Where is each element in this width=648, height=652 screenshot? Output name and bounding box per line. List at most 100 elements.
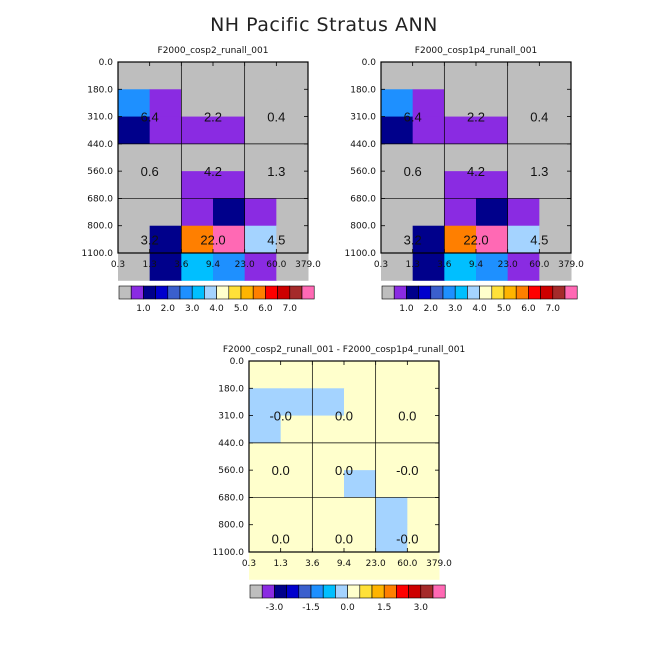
heatmap-cell bbox=[344, 442, 377, 471]
heatmap-cell bbox=[249, 415, 282, 444]
colorbar: 1.0 2.0 3.0 4.0 5.0 6.0 7.0 bbox=[381, 285, 578, 314]
colorbar-swatch bbox=[408, 584, 422, 599]
y-tick-label: 560.0 bbox=[218, 466, 244, 476]
colorbar-label: 1.5 bbox=[377, 603, 391, 613]
heatmap-cell bbox=[244, 253, 277, 281]
y-tick-label: 560.0 bbox=[350, 167, 376, 177]
x-tick-label: 0.3 bbox=[242, 559, 256, 569]
heatmap-cell bbox=[149, 143, 182, 172]
x-tick-label: 379.0 bbox=[558, 260, 584, 270]
heatmap-cell bbox=[213, 225, 246, 254]
y-tick-label: 680.0 bbox=[350, 194, 376, 204]
heatmap-cell bbox=[244, 225, 277, 254]
colorbar-swatch bbox=[371, 584, 385, 599]
heatmap-cell bbox=[381, 253, 414, 281]
x-tick-label: 379.0 bbox=[426, 559, 452, 569]
colorbar-label: 4.0 bbox=[472, 304, 487, 314]
heatmap-cell bbox=[118, 116, 151, 145]
panel-title: F2000_cosp1p4_runall_001 bbox=[415, 46, 537, 56]
block-value-label: 0.6 bbox=[141, 164, 159, 179]
heatmap-cell bbox=[312, 442, 345, 471]
colorbar-swatch bbox=[479, 285, 493, 300]
heatmap-cell bbox=[149, 62, 182, 90]
x-tick-label: 3.6 bbox=[305, 559, 320, 569]
block-value-label: 6.4 bbox=[141, 110, 159, 125]
heatmap-cell bbox=[507, 225, 540, 254]
heatmap-cell bbox=[181, 143, 214, 172]
heatmap-cell bbox=[381, 198, 414, 227]
heatmap-cell bbox=[118, 143, 151, 172]
block-value-label: 2.2 bbox=[204, 110, 222, 125]
heatmap-cell bbox=[375, 361, 408, 389]
y-tick-label: 0.0 bbox=[230, 357, 245, 367]
block-value-label: -0.0 bbox=[269, 409, 291, 424]
heatmap-cell bbox=[407, 442, 440, 471]
block-value-label: 3.2 bbox=[141, 232, 159, 247]
block-value-label: 0.0 bbox=[272, 531, 290, 546]
heatmap-cell bbox=[280, 388, 313, 417]
heatmap-cell bbox=[280, 442, 313, 471]
heatmap-cell bbox=[444, 198, 477, 227]
block-value-label: 2.2 bbox=[467, 110, 485, 125]
colorbar-swatch bbox=[252, 285, 266, 300]
y-tick-label: 1100.0 bbox=[345, 249, 377, 259]
heatmap-cell bbox=[507, 116, 540, 145]
x-tick-label: 379.0 bbox=[295, 260, 321, 270]
heatmap-cell bbox=[539, 116, 572, 145]
heatmap-cell bbox=[539, 171, 572, 199]
heatmap-cell bbox=[412, 253, 445, 281]
heatmap-cell bbox=[476, 143, 509, 172]
colorbar-swatch bbox=[179, 285, 193, 300]
heatmap-cell bbox=[149, 89, 182, 118]
colorbar-swatch bbox=[240, 285, 254, 300]
colorbar-label: 4.0 bbox=[209, 304, 224, 314]
y-tick-label: 0.0 bbox=[362, 58, 377, 68]
heatmap-cell bbox=[118, 198, 151, 227]
y-tick-label: 440.0 bbox=[87, 140, 113, 150]
heatmap-cell bbox=[344, 388, 377, 417]
colorbar-swatch bbox=[454, 285, 468, 300]
x-tick-label: 3.6 bbox=[174, 260, 189, 270]
heatmap-cell bbox=[412, 116, 445, 145]
heatmap-cell bbox=[276, 225, 309, 254]
colorbar-swatch bbox=[347, 584, 361, 599]
heatmap-cell bbox=[213, 171, 246, 199]
heatmap-cell bbox=[412, 89, 445, 118]
heatmap-cell bbox=[280, 552, 313, 580]
heatmap-cell bbox=[407, 415, 440, 444]
y-tick-label: 180.0 bbox=[350, 85, 376, 95]
y-tick-label: 560.0 bbox=[87, 167, 113, 177]
colorbar-swatch bbox=[430, 285, 444, 300]
heatmap-cell bbox=[476, 116, 509, 145]
heatmap-cell bbox=[213, 62, 246, 90]
colorbar-label: 1.0 bbox=[136, 304, 151, 314]
block-value-label: 1.3 bbox=[267, 164, 285, 179]
heatmap-cell bbox=[181, 89, 214, 118]
heatmap-cell bbox=[407, 388, 440, 417]
block-value-label: 6.4 bbox=[404, 110, 422, 125]
colorbar-label: 3.0 bbox=[448, 304, 463, 314]
heatmap-cell bbox=[539, 225, 572, 254]
heatmap-cell bbox=[476, 253, 509, 281]
heatmap-cell bbox=[444, 253, 477, 281]
heatmap-cell bbox=[381, 171, 414, 199]
y-tick-label: 180.0 bbox=[87, 85, 113, 95]
heatmap-cell bbox=[181, 253, 214, 281]
heatmap-cell bbox=[375, 388, 408, 417]
colorbar: 1.0 2.0 3.0 4.0 5.0 6.0 7.0 bbox=[118, 285, 315, 314]
heatmap-cell bbox=[244, 116, 277, 145]
heatmap-cell bbox=[276, 62, 309, 90]
heatmap-cell bbox=[213, 143, 246, 172]
colorbar-swatch bbox=[442, 285, 456, 300]
colorbar-swatch bbox=[310, 584, 324, 599]
colorbar-label: 7.0 bbox=[546, 304, 561, 314]
y-tick-label: 440.0 bbox=[218, 439, 244, 449]
heatmap-cell bbox=[249, 497, 282, 526]
heatmap-cell bbox=[381, 89, 414, 118]
colorbar-swatch bbox=[216, 285, 230, 300]
y-tick-label: 440.0 bbox=[350, 140, 376, 150]
block-value-label: 0.0 bbox=[335, 409, 353, 424]
heatmap-cell bbox=[539, 198, 572, 227]
heatmap-cell bbox=[213, 253, 246, 281]
